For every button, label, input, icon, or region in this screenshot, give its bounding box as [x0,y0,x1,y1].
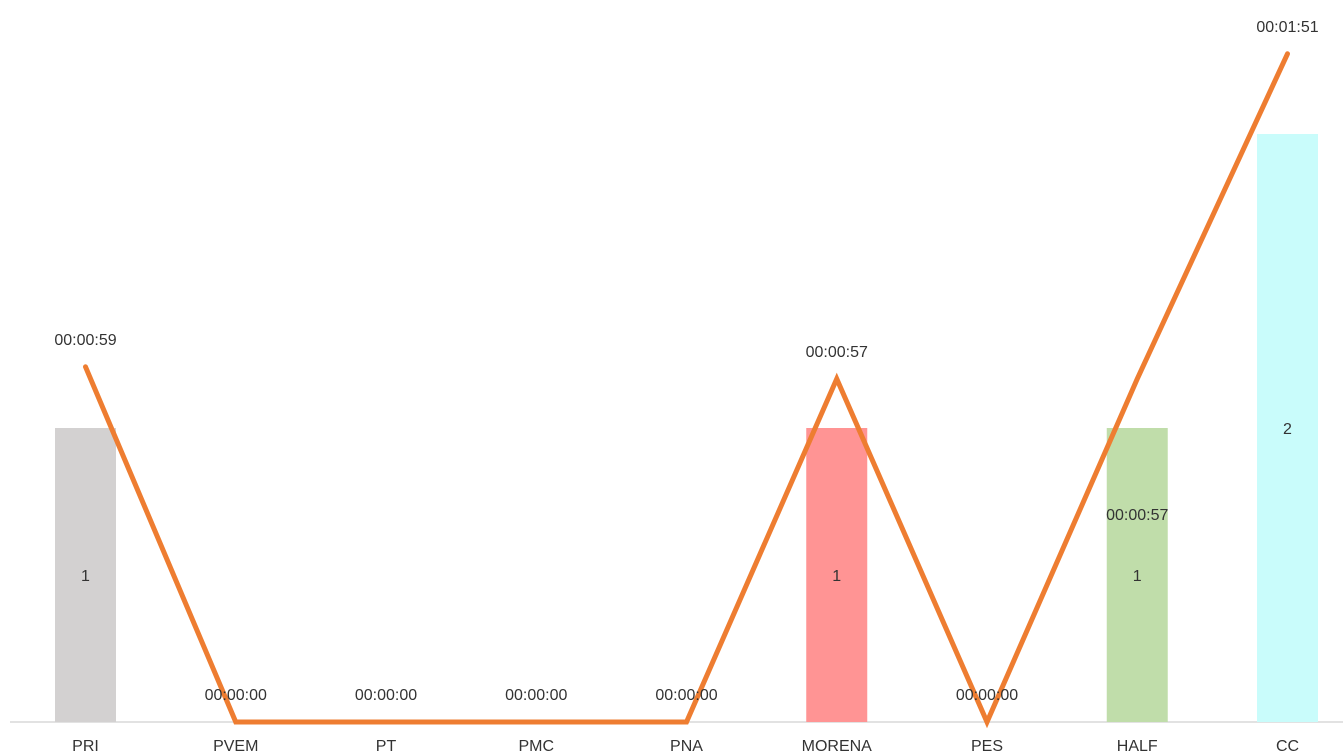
category-label-morena: MORENA [802,738,873,755]
category-label-pmc: PMC [518,738,554,755]
bar-pri [55,428,116,722]
line-data-label: 00:00:00 [505,687,567,704]
line-data-label: 00:00:00 [655,687,717,704]
category-label-pri: PRI [72,738,99,755]
category-label-pna: PNA [670,738,703,755]
line-path [83,51,1290,729]
bar-data-label: 1 [81,568,90,585]
bar-data-label: 1 [832,568,841,585]
line-data-labels: 00:00:59 00:00:00 00:00:00 00:00:00 00:00:00… [54,19,1318,704]
bar-half [1106,428,1168,722]
bar-data-labels: 1 1 1 2 [81,421,1292,585]
category-label-pvem: PVEM [213,738,258,755]
line-data-label: 00:00:00 [355,687,417,704]
line-data-label: 00:00:57 [1106,507,1168,524]
bar-data-label: 2 [1283,421,1292,438]
category-label-pes: PES [971,738,1003,755]
line-data-label: 00:00:00 [956,687,1018,704]
line-data-label: 00:01:51 [1256,19,1318,36]
line-data-label: 00:00:57 [806,344,868,361]
line-series [83,51,1290,729]
line-data-label: 00:00:59 [54,332,116,349]
category-axis-labels: PRI PVEM PT PMC PNA MORENA PES HALF CC [72,738,1299,755]
category-label-pt: PT [376,738,397,755]
bar-morena [806,428,868,722]
line-data-label: 00:00:00 [205,687,267,704]
category-label-half: HALF [1117,738,1158,755]
bar-series [55,134,1318,722]
category-label-cc: CC [1276,738,1299,755]
bar-data-label: 1 [1133,568,1142,585]
bar-cc [1257,134,1318,722]
